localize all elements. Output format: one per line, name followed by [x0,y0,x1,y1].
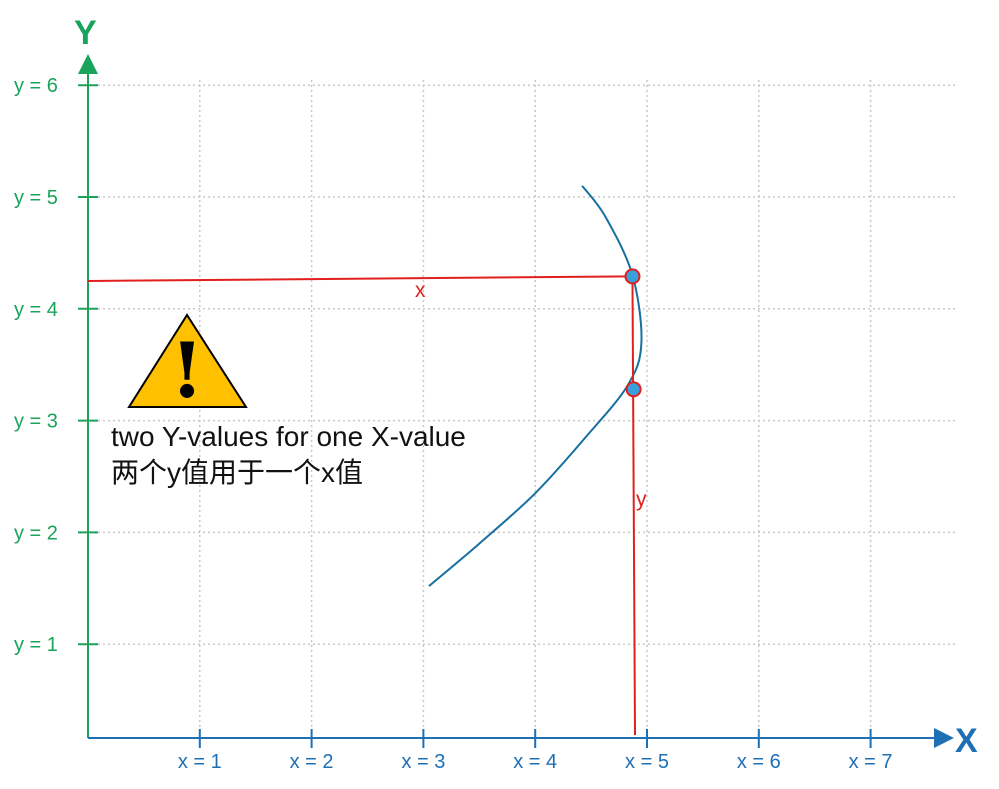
x-tick-label: x = 4 [513,751,557,773]
y-tick-label: y = 4 [14,299,58,321]
y-ticks: y = 1 y = 2 y = 3 y = 4 y = 5 y = 6 [14,75,98,656]
x-tick-label: x = 3 [401,751,445,773]
y-tick-label: y = 3 [14,411,58,433]
x-tick-label: x = 5 [625,751,669,773]
y-axis-title: Y [74,14,97,52]
guide-label-y: y [636,488,647,511]
warning-text-chinese: 两个y值用于一个x值 [111,457,363,488]
x-tick-label: x = 7 [849,751,893,773]
vertical-guide-line [631,276,636,736]
x-tick-label: x = 2 [290,751,334,773]
x-ticks: x = 1 x = 2 x = 3 x = 4 x = 5 x = 6 x = 7 [178,729,893,773]
y-tick-label: y = 1 [14,634,58,656]
y-tick-label: y = 5 [14,187,58,209]
y-tick-label: y = 6 [14,75,58,97]
horizontal-guide-line [87,275,633,282]
x-axis-title: X [955,722,978,760]
x-tick-label: x = 6 [737,751,781,773]
y-tick-label: y = 2 [14,522,58,544]
x-tick-label: x = 1 [178,751,222,773]
svg-text:!: ! [170,326,203,415]
warning-triangle-icon: ! [127,313,248,415]
warning-text-english: two Y-values for one X-value [111,421,466,452]
intersection-point-lower [625,381,642,398]
grid [88,80,958,738]
guide-label-x: x [415,279,426,302]
intersection-point-upper [624,268,641,285]
